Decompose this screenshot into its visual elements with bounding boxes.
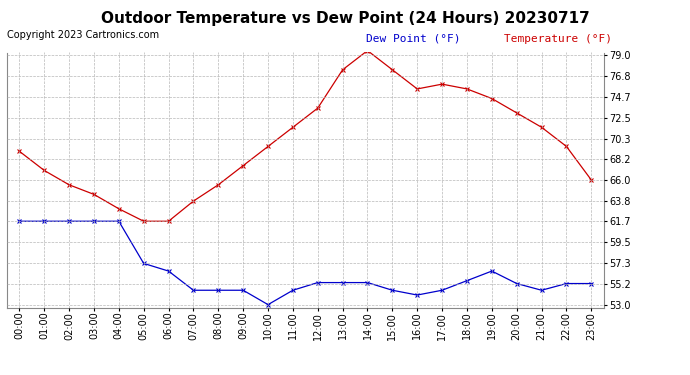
Dew Point (°F) <box>264 302 272 307</box>
Temperature (°F) <box>65 183 73 187</box>
Line: Temperature (°F): Temperature (°F) <box>17 48 593 223</box>
Dew Point (°F) <box>364 280 372 285</box>
Temperature (°F) <box>562 144 571 149</box>
Dew Point (°F) <box>139 261 148 266</box>
Temperature (°F) <box>115 207 123 211</box>
Dew Point (°F) <box>314 280 322 285</box>
Dew Point (°F) <box>513 281 521 286</box>
Temperature (°F) <box>388 68 397 72</box>
Dew Point (°F) <box>40 219 48 224</box>
Dew Point (°F) <box>438 288 446 292</box>
Temperature (°F) <box>139 219 148 224</box>
Temperature (°F) <box>214 183 222 187</box>
Dew Point (°F) <box>339 280 347 285</box>
Temperature (°F) <box>488 96 496 101</box>
Text: Dew Point (°F): Dew Point (°F) <box>366 34 460 44</box>
Temperature (°F) <box>413 87 422 91</box>
Temperature (°F) <box>314 106 322 110</box>
Dew Point (°F) <box>115 219 123 224</box>
Temperature (°F) <box>90 192 98 196</box>
Text: Copyright 2023 Cartronics.com: Copyright 2023 Cartronics.com <box>7 30 159 40</box>
Temperature (°F) <box>264 144 272 149</box>
Temperature (°F) <box>538 125 546 129</box>
Dew Point (°F) <box>90 219 98 224</box>
Temperature (°F) <box>364 48 372 53</box>
Temperature (°F) <box>239 164 247 168</box>
Temperature (°F) <box>15 149 23 153</box>
Temperature (°F) <box>288 125 297 129</box>
Dew Point (°F) <box>15 219 23 224</box>
Dew Point (°F) <box>488 269 496 273</box>
Temperature (°F) <box>513 111 521 115</box>
Dew Point (°F) <box>587 281 595 286</box>
Temperature (°F) <box>339 68 347 72</box>
Line: Dew Point (°F): Dew Point (°F) <box>17 219 593 307</box>
Text: Outdoor Temperature vs Dew Point (24 Hours) 20230717: Outdoor Temperature vs Dew Point (24 Hou… <box>101 11 589 26</box>
Dew Point (°F) <box>214 288 222 292</box>
Dew Point (°F) <box>189 288 197 292</box>
Dew Point (°F) <box>463 278 471 283</box>
Temperature (°F) <box>587 178 595 182</box>
Dew Point (°F) <box>288 288 297 292</box>
Temperature (°F) <box>40 168 48 172</box>
Temperature (°F) <box>164 219 172 224</box>
Dew Point (°F) <box>65 219 73 224</box>
Dew Point (°F) <box>538 288 546 292</box>
Dew Point (°F) <box>388 288 397 292</box>
Temperature (°F) <box>438 82 446 86</box>
Temperature (°F) <box>189 199 197 203</box>
Dew Point (°F) <box>562 281 571 286</box>
Dew Point (°F) <box>164 269 172 273</box>
Temperature (°F) <box>463 87 471 91</box>
Dew Point (°F) <box>239 288 247 292</box>
Text: Temperature (°F): Temperature (°F) <box>504 34 612 44</box>
Dew Point (°F) <box>413 293 422 297</box>
